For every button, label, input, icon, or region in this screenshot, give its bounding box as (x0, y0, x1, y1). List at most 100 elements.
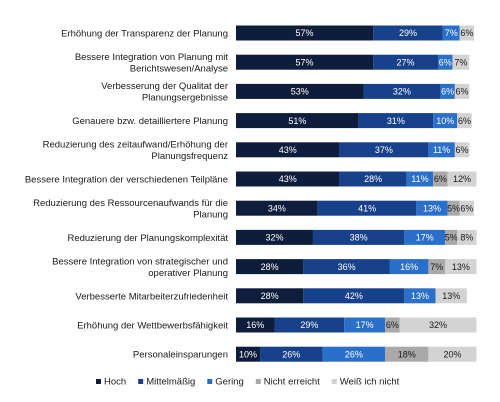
bar-segment (339, 171, 407, 187)
bar-segment (303, 288, 405, 304)
category-label: Bessere Integration von strategischer un… (52, 256, 228, 279)
data-label: 26% (282, 349, 300, 359)
data-label: 37% (375, 145, 393, 155)
bar-segment (363, 83, 441, 99)
bar-segment (428, 142, 455, 158)
data-label: 6% (458, 116, 471, 126)
bar-segment (322, 346, 386, 362)
legend-swatch (138, 379, 144, 384)
bar-segment (236, 142, 340, 158)
bar-segment (312, 229, 405, 245)
data-label: 43% (279, 145, 297, 155)
data-label: 27% (397, 57, 415, 67)
bar-segment (447, 171, 477, 187)
category-label: Bessere Integration der verschiedenen Te… (25, 175, 228, 186)
data-label: 6% (434, 174, 447, 184)
data-label: 53% (291, 87, 309, 97)
data-label: 11% (433, 145, 450, 155)
category-label: Erhöhung der Wettbewerbsfähigkeit (77, 321, 228, 332)
data-label: 18% (398, 349, 416, 359)
data-label: 16% (246, 320, 264, 330)
category-label: Erhöhung der Transparenz der Planung (61, 29, 228, 40)
data-label: 5% (445, 233, 458, 243)
data-label: 6% (439, 57, 452, 67)
data-label: 6% (460, 203, 473, 213)
data-label: 6% (456, 145, 469, 155)
data-label: 5% (447, 203, 460, 213)
data-label: 20% (443, 349, 461, 359)
bar-segment (452, 54, 470, 70)
category-label: Verbesserung der Qualitat der Planungserg… (101, 81, 228, 104)
data-label: 16% (400, 262, 418, 272)
data-label: 43% (279, 174, 297, 184)
bar-segment (236, 229, 313, 245)
bar-segment (406, 171, 434, 187)
data-label: 34% (268, 203, 286, 213)
data-label: 12% (453, 174, 471, 184)
bar-segment (236, 259, 304, 275)
bar-segment (454, 142, 470, 158)
bar-segment (236, 288, 304, 304)
bar-segment (236, 346, 261, 362)
category-label: Bessere Integration von Planung mit Beric… (75, 52, 229, 74)
legend-label: Gering (215, 377, 244, 388)
legend-swatch (96, 379, 101, 384)
bar-segment (447, 200, 460, 216)
bar-segment (433, 171, 448, 187)
data-label: 8% (460, 233, 473, 243)
category-label: Reduzierung der Planungskomplexität (67, 233, 228, 244)
bar-segment (344, 317, 386, 333)
data-label: 42% (345, 291, 363, 301)
category-label: Reduzierung des zeitaufwand/Erhöhung der… (43, 140, 229, 163)
data-label: 29% (399, 28, 417, 38)
data-label: 32% (265, 233, 283, 243)
bar-segment (373, 25, 443, 41)
data-label: 6% (441, 87, 454, 97)
bar-segment (433, 113, 458, 129)
legend: Hoch Mittelmäßig Gering Nicht erreicht Weiß … (96, 377, 400, 388)
bar-segment (445, 229, 458, 245)
bar-segment (389, 259, 429, 275)
bar-segment (236, 54, 374, 70)
data-label: 17% (356, 320, 374, 330)
data-label: 57% (296, 28, 314, 38)
bar-segment (438, 54, 453, 70)
data-label: 51% (288, 116, 306, 126)
data-label: 11% (411, 174, 428, 184)
bar-segment (416, 200, 448, 216)
bar-segment (385, 317, 400, 333)
data-label: 29% (300, 320, 318, 330)
legend-label: Weiß ich nicht (340, 377, 400, 388)
bar-segment (454, 83, 470, 99)
legend-swatch (207, 379, 213, 384)
bar-segment (404, 229, 446, 245)
bar-segment (236, 25, 374, 41)
category-label: Verbesserte Mitarbeiterzufriedenheit (75, 291, 228, 302)
bar-segment (317, 200, 417, 216)
data-label: 38% (350, 233, 368, 243)
legend-label: Nicht erreicht (264, 377, 320, 388)
bar-segment (385, 346, 429, 362)
data-label: 28% (261, 291, 279, 301)
bar-segment (404, 288, 436, 304)
bar-segment (236, 83, 364, 99)
bar-segment (440, 83, 455, 99)
bar-segment (428, 346, 477, 362)
bar-segment (459, 200, 475, 216)
bar-segment (303, 259, 390, 275)
data-label: 41% (358, 203, 376, 213)
data-label: 7% (445, 28, 458, 38)
data-label: 28% (261, 262, 279, 272)
legend-label: Mittelmäßig (146, 377, 195, 388)
data-label: 31% (387, 116, 405, 126)
data-label: 13% (423, 203, 441, 213)
data-label: 17% (416, 233, 434, 243)
category-label: Reduzierung des Ressourcenaufwands für d… (33, 198, 228, 221)
data-label: 13% (452, 262, 470, 272)
bar-segment (236, 317, 275, 333)
data-label: 28% (364, 174, 382, 184)
data-label: 13% (411, 291, 429, 301)
bar-segment (428, 259, 446, 275)
bar-segment (339, 142, 429, 158)
